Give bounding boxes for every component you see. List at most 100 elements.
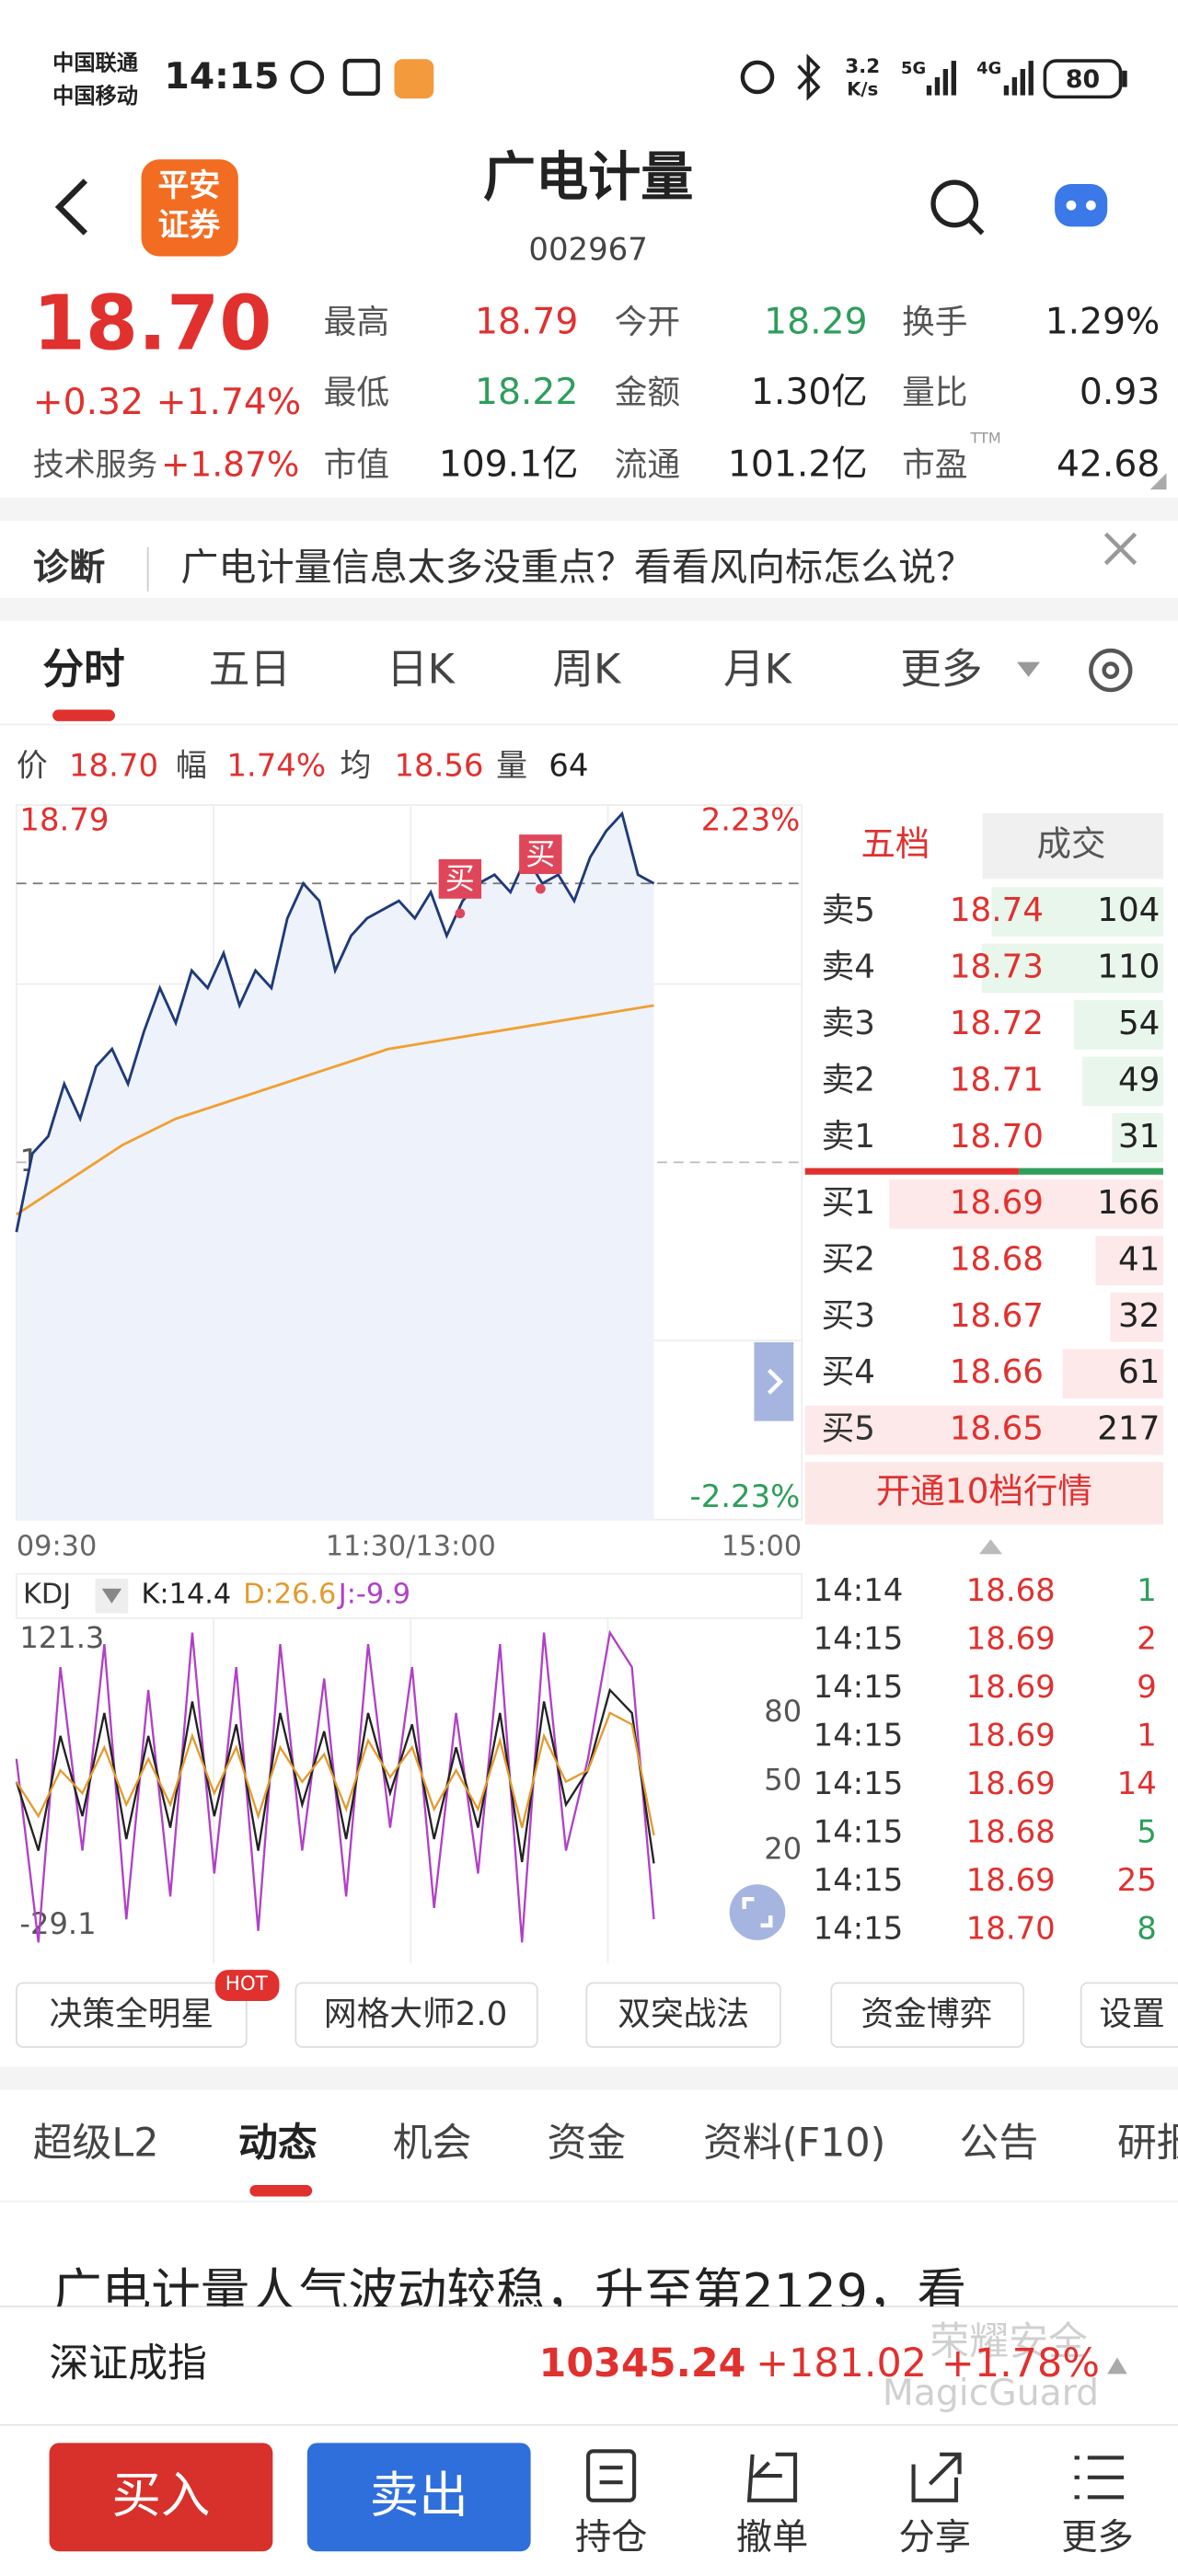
assistant-button[interactable] bbox=[1055, 184, 1108, 227]
kdj-header bbox=[15, 1572, 803, 1619]
diagnosis-text[interactable]: 广电计量信息太多没重点？看看风向标怎么说？ bbox=[180, 546, 974, 590]
action-label[interactable]: 撤单 bbox=[736, 2517, 809, 2559]
tool-label: 网格大师2.0 bbox=[324, 1995, 507, 2033]
battery-tip bbox=[1122, 70, 1127, 87]
chart-tab[interactable]: 五日 bbox=[209, 645, 291, 693]
tab-underline bbox=[249, 2185, 313, 2197]
sell-button[interactable] bbox=[306, 2443, 531, 2552]
index-bar[interactable] bbox=[0, 2306, 1178, 2425]
book-level: 买3 bbox=[822, 1297, 875, 1335]
info-label: 量 bbox=[496, 747, 527, 783]
info-tab[interactable]: 资金 bbox=[547, 2121, 626, 2167]
info-value: 64 bbox=[549, 747, 588, 783]
trade-volume: 25 bbox=[1117, 1862, 1157, 1898]
book-volume: 217 bbox=[1097, 1410, 1160, 1448]
stat-value: 18.22 bbox=[475, 372, 578, 413]
tool-label: 决策全明星 bbox=[50, 1995, 214, 2033]
app-icon bbox=[394, 59, 434, 99]
tool-buttons[interactable] bbox=[15, 1982, 1178, 2048]
action-icons bbox=[586, 2449, 1125, 2502]
chart-tab[interactable]: 周K bbox=[552, 645, 622, 693]
more-arrow bbox=[1017, 661, 1041, 677]
info-tab[interactable]: 机会 bbox=[393, 2121, 472, 2167]
action-label[interactable]: 分享 bbox=[899, 2517, 972, 2559]
sell-label: 卖出 bbox=[370, 2467, 468, 2524]
book-volume: 49 bbox=[1118, 1061, 1160, 1098]
volume-bar bbox=[889, 1179, 1163, 1229]
book-volume: 54 bbox=[1118, 1005, 1160, 1042]
trade-price: 18.68 bbox=[966, 1572, 1056, 1608]
book-level: 卖2 bbox=[822, 1061, 875, 1098]
trade-price: 18.69 bbox=[966, 1862, 1056, 1898]
tab-bg bbox=[982, 812, 1163, 880]
assistant-eye bbox=[1066, 200, 1077, 211]
action-label[interactable]: 持仓 bbox=[575, 2517, 648, 2559]
stock-name: 广电计量 bbox=[483, 147, 693, 208]
trade-price: 18.70 bbox=[966, 1910, 1056, 1946]
chart-tab[interactable]: 月K bbox=[723, 645, 793, 693]
book-level: 买4 bbox=[822, 1353, 875, 1391]
info-tab[interactable]: 研报 bbox=[1117, 2121, 1178, 2167]
info-value: 18.56 bbox=[394, 747, 483, 783]
close-button[interactable] bbox=[1103, 532, 1138, 566]
info-tab[interactable]: 公告 bbox=[960, 2121, 1039, 2167]
book-price: 18.66 bbox=[950, 1353, 1044, 1391]
upgrade-button[interactable] bbox=[804, 1462, 1163, 1525]
nfc-icon bbox=[342, 58, 380, 97]
settings-button[interactable] bbox=[1089, 648, 1133, 693]
trade-time: 14:15 bbox=[814, 1813, 904, 1849]
book-volume: 61 bbox=[1118, 1353, 1160, 1391]
trade-time: 14:14 bbox=[814, 1572, 904, 1608]
info-tab[interactable]: 动态 bbox=[238, 2121, 318, 2167]
trade-time: 14:15 bbox=[814, 1862, 904, 1898]
signal-badge bbox=[519, 834, 562, 874]
book-price: 18.65 bbox=[950, 1410, 1044, 1448]
bid-ratio bbox=[804, 1167, 1020, 1175]
expand-button[interactable] bbox=[754, 1341, 794, 1421]
network-type: 4G bbox=[976, 59, 1001, 78]
book-tab[interactable]: 五档 bbox=[860, 823, 930, 864]
book-volume: 166 bbox=[1097, 1184, 1160, 1222]
tab-underline bbox=[52, 709, 115, 721]
y-tick-label: 18.79 bbox=[19, 801, 109, 837]
index-change: +181.02 bbox=[756, 2340, 927, 2386]
headline[interactable]: 广电计量人气波动较稳，升至第2129，看 bbox=[52, 2262, 966, 2320]
x-tick-label: 11:30/13:00 bbox=[326, 1531, 496, 1563]
book-price: 18.71 bbox=[950, 1061, 1044, 1098]
book-price: 18.70 bbox=[950, 1118, 1044, 1156]
separator bbox=[0, 2066, 1178, 2090]
stat-label: 最低 bbox=[324, 374, 389, 412]
index-value: 10345.24 bbox=[539, 2340, 746, 2386]
book-tab[interactable]: 成交 bbox=[1036, 823, 1105, 864]
info-tab[interactable]: 资料(F10) bbox=[703, 2121, 885, 2167]
trade-price: 18.68 bbox=[966, 1813, 1056, 1849]
hot-badge bbox=[214, 1970, 280, 2001]
chart-tab[interactable]: 分时 bbox=[42, 645, 124, 693]
action-label[interactable]: 更多 bbox=[1061, 2517, 1134, 2559]
fullscreen-button[interactable] bbox=[729, 1884, 786, 1940]
network-type: 5G bbox=[901, 59, 926, 78]
trade-volume: 1 bbox=[1137, 1717, 1157, 1753]
volume-bar bbox=[981, 943, 1163, 994]
net-unit: K/s bbox=[847, 79, 878, 100]
y-tick-label: 50 bbox=[764, 1763, 802, 1798]
volume-bar bbox=[1062, 1349, 1163, 1398]
back-button[interactable] bbox=[54, 178, 88, 236]
x-tick-label: 15:00 bbox=[722, 1531, 802, 1563]
book-volume: 31 bbox=[1118, 1118, 1160, 1156]
volume-bar bbox=[1082, 1056, 1163, 1107]
buy-button[interactable] bbox=[49, 2443, 273, 2552]
change-pct: +1.74% bbox=[156, 382, 302, 423]
search-button[interactable] bbox=[930, 179, 979, 228]
stat-label: 最高 bbox=[324, 304, 389, 341]
kdj-line bbox=[15, 1711, 655, 1836]
chart-tab[interactable]: 日K bbox=[387, 645, 456, 693]
stat-value: 42.68 bbox=[1057, 444, 1160, 486]
carrier: 中国联通 bbox=[52, 51, 139, 75]
chart-tab[interactable]: 更多 bbox=[900, 645, 982, 693]
diagnosis-label: 诊断 bbox=[33, 547, 106, 589]
trade-price: 18.69 bbox=[966, 1717, 1056, 1753]
info-tab[interactable]: 超级L2 bbox=[33, 2121, 159, 2167]
scroll-arrow bbox=[978, 1539, 1002, 1555]
tool-label: 双突战法 bbox=[618, 1995, 749, 2033]
